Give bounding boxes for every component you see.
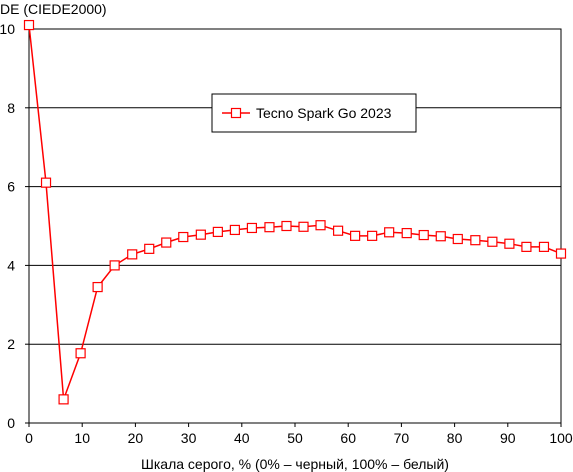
y-axis-ticks: 0 2 4 6 8 10 [0, 21, 29, 431]
data-point [195, 229, 206, 240]
data-point [161, 237, 172, 248]
data-point [40, 177, 52, 188]
x-tick-label: 100 [549, 430, 573, 446]
data-point [281, 220, 292, 232]
data-point [127, 249, 138, 260]
x-tick-label: 90 [500, 430, 516, 446]
data-point [92, 281, 103, 293]
x-axis-title: Шкала серого, % (0% – черный, 100% – бел… [141, 456, 449, 472]
x-tick-label: 20 [128, 430, 144, 446]
data-point [384, 227, 395, 238]
series-layer [23, 19, 567, 405]
data-point [555, 248, 567, 259]
y-tick-label: 4 [7, 257, 15, 273]
x-tick-label: 60 [340, 430, 356, 446]
x-tick-label: 0 [25, 430, 33, 446]
x-tick-label: 50 [287, 430, 303, 446]
series-line [28, 25, 562, 400]
data-point [298, 221, 309, 232]
data-point [315, 220, 326, 231]
data-point [58, 394, 69, 405]
data-point [487, 236, 498, 247]
data-point [264, 222, 275, 233]
data-point [144, 243, 155, 254]
legend: Tecno Spark Go 2023 [211, 93, 417, 133]
data-point [401, 227, 412, 239]
x-tick-label: 30 [181, 430, 197, 446]
y-axis-title: DE (CIEDE2000) [0, 1, 107, 17]
data-point [418, 229, 429, 241]
legend-label: Tecno Spark Go 2023 [256, 105, 392, 121]
data-point [452, 233, 463, 245]
data-point [504, 238, 515, 249]
x-axis-ticks: 0 10 20 30 40 50 60 70 80 90 100 [25, 423, 573, 446]
data-point [538, 241, 550, 252]
data-point [350, 230, 361, 241]
data-point [367, 230, 378, 241]
data-point [212, 226, 223, 238]
data-point [435, 231, 446, 242]
y-tick-label: 2 [7, 336, 15, 352]
data-point [521, 241, 532, 252]
y-tick-label: 0 [7, 415, 15, 431]
x-tick-label: 80 [447, 430, 463, 446]
y-tick-label: 10 [0, 21, 15, 37]
data-point [23, 19, 35, 31]
y-tick-label: 8 [7, 100, 15, 116]
data-point [332, 225, 344, 236]
x-tick-label: 40 [234, 430, 250, 446]
data-point [229, 224, 240, 236]
data-point [109, 260, 120, 271]
data-point [178, 231, 189, 243]
legend-marker [230, 107, 242, 119]
y-tick-label: 6 [7, 179, 15, 195]
data-point [470, 235, 481, 246]
x-tick-label: 10 [74, 430, 90, 446]
x-tick-label: 70 [394, 430, 410, 446]
data-point [75, 348, 86, 359]
data-point [246, 222, 258, 234]
